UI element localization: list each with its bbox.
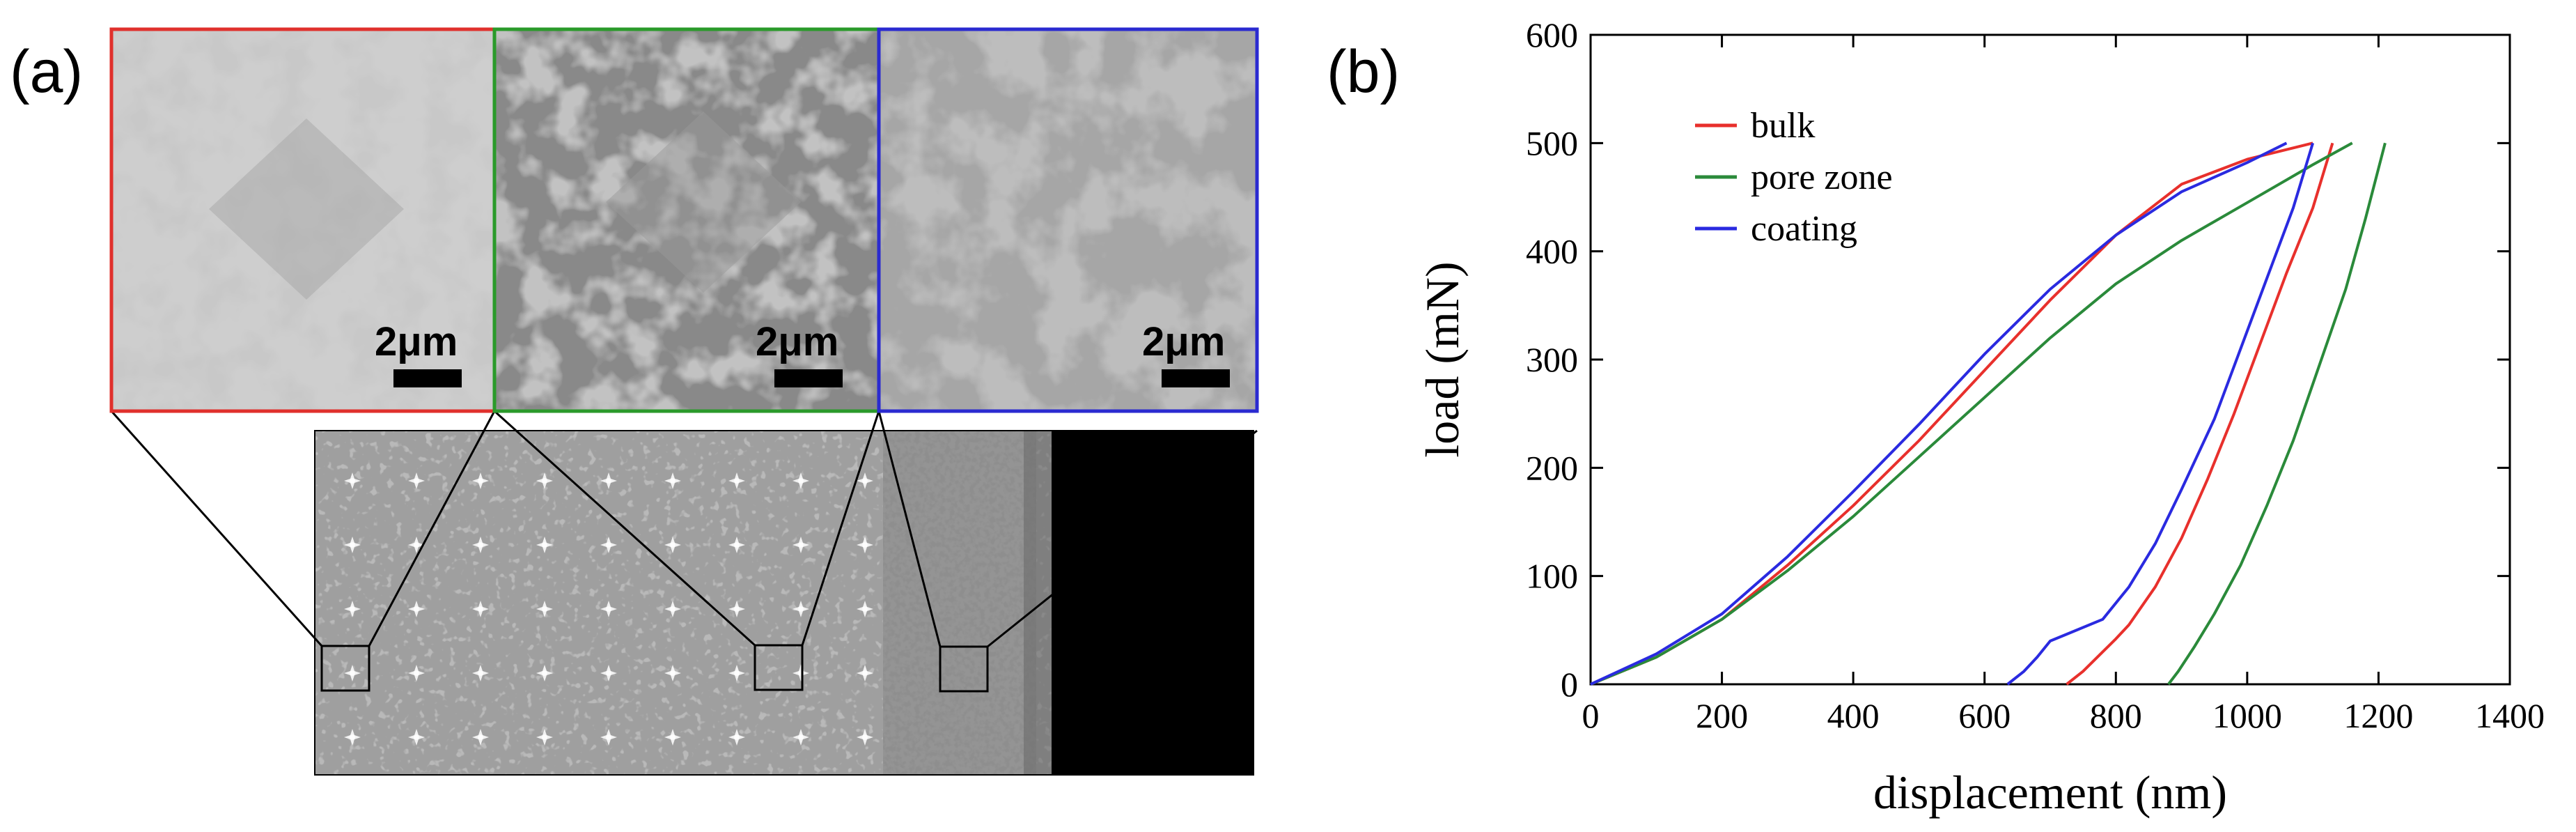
- inset-coating-border: [877, 27, 1259, 413]
- y-tick-label: 500: [1526, 123, 1578, 162]
- legend-label-coating: coating: [1751, 209, 1857, 249]
- scale-bar-pore-zone: [774, 369, 843, 387]
- x-tick-label: 200: [1696, 696, 1748, 735]
- series-bulk-loading: [1590, 141, 2313, 686]
- legend-label-bulk: bulk: [1751, 106, 1815, 146]
- series-pore-zone-unloading: [2167, 142, 2387, 686]
- x-tick-label: 1000: [2212, 696, 2282, 735]
- marker-box-pore-zone: [754, 644, 804, 691]
- series-coating-loading: [1590, 141, 2288, 686]
- panel-a: (a) 2μm: [10, 27, 1259, 776]
- y-axis: 0 100 200 300 400 500 600: [1526, 15, 2510, 704]
- series-pore-zone-loading: [1590, 141, 2353, 686]
- panel-a-label: (a): [10, 38, 83, 105]
- legend-label-pore-zone: pore zone: [1751, 157, 1893, 197]
- x-axis: 0 200 400 600 800 1000 1200 1400: [1582, 35, 2545, 735]
- scale-bar-bulk: [393, 369, 462, 387]
- overview-micrograph: [314, 430, 1254, 776]
- x-tick-label: 400: [1827, 696, 1880, 735]
- legend: bulk pore zone coating: [1695, 106, 1893, 249]
- y-tick-label: 200: [1526, 448, 1578, 487]
- inset-pore-zone: 2μm: [492, 27, 881, 413]
- inset-bulk: 2μm: [109, 27, 497, 413]
- plot-frame: [1589, 33, 2511, 686]
- y-tick-label: 300: [1526, 340, 1578, 379]
- panel-b: (b) 0 200 400 600 800 1000 1200 1400 0 100 200 300…: [1327, 15, 2545, 819]
- y-tick-label: 100: [1526, 557, 1578, 596]
- scale-bar-label-coating: 2μm: [1142, 319, 1225, 364]
- y-tick-label: 600: [1526, 15, 1578, 54]
- load-displacement-chart: 0 200 400 600 800 1000 1200 1400 0 100 200 300 400 5…: [1416, 15, 2545, 819]
- y-tick-label: 0: [1561, 665, 1578, 704]
- scale-bar-label-pore-zone: 2μm: [756, 319, 838, 364]
- inset-coating: 2μm: [877, 27, 1259, 413]
- scale-bar-coating: [1162, 369, 1230, 387]
- series-bulk-unloading: [2066, 142, 2334, 686]
- x-axis-label: displacement (nm): [1873, 766, 2227, 819]
- marker-box-bulk: [320, 645, 370, 692]
- panel-b-label: (b): [1327, 38, 1400, 105]
- series-layer: [1590, 141, 2387, 686]
- y-tick-label: 400: [1526, 232, 1578, 271]
- marker-box-coating: [939, 645, 989, 693]
- connector-lines: [110, 410, 1258, 648]
- x-tick-label: 600: [1958, 696, 2011, 735]
- x-tick-label: 1200: [2343, 696, 2413, 735]
- x-tick-label: 1400: [2475, 696, 2545, 735]
- y-axis-label: load (mN): [1416, 261, 1469, 457]
- x-tick-label: 800: [2090, 696, 2142, 735]
- scale-bar-label-bulk: 2μm: [375, 319, 458, 364]
- x-tick-label: 0: [1582, 696, 1600, 735]
- series-coating-unloading: [2006, 142, 2315, 686]
